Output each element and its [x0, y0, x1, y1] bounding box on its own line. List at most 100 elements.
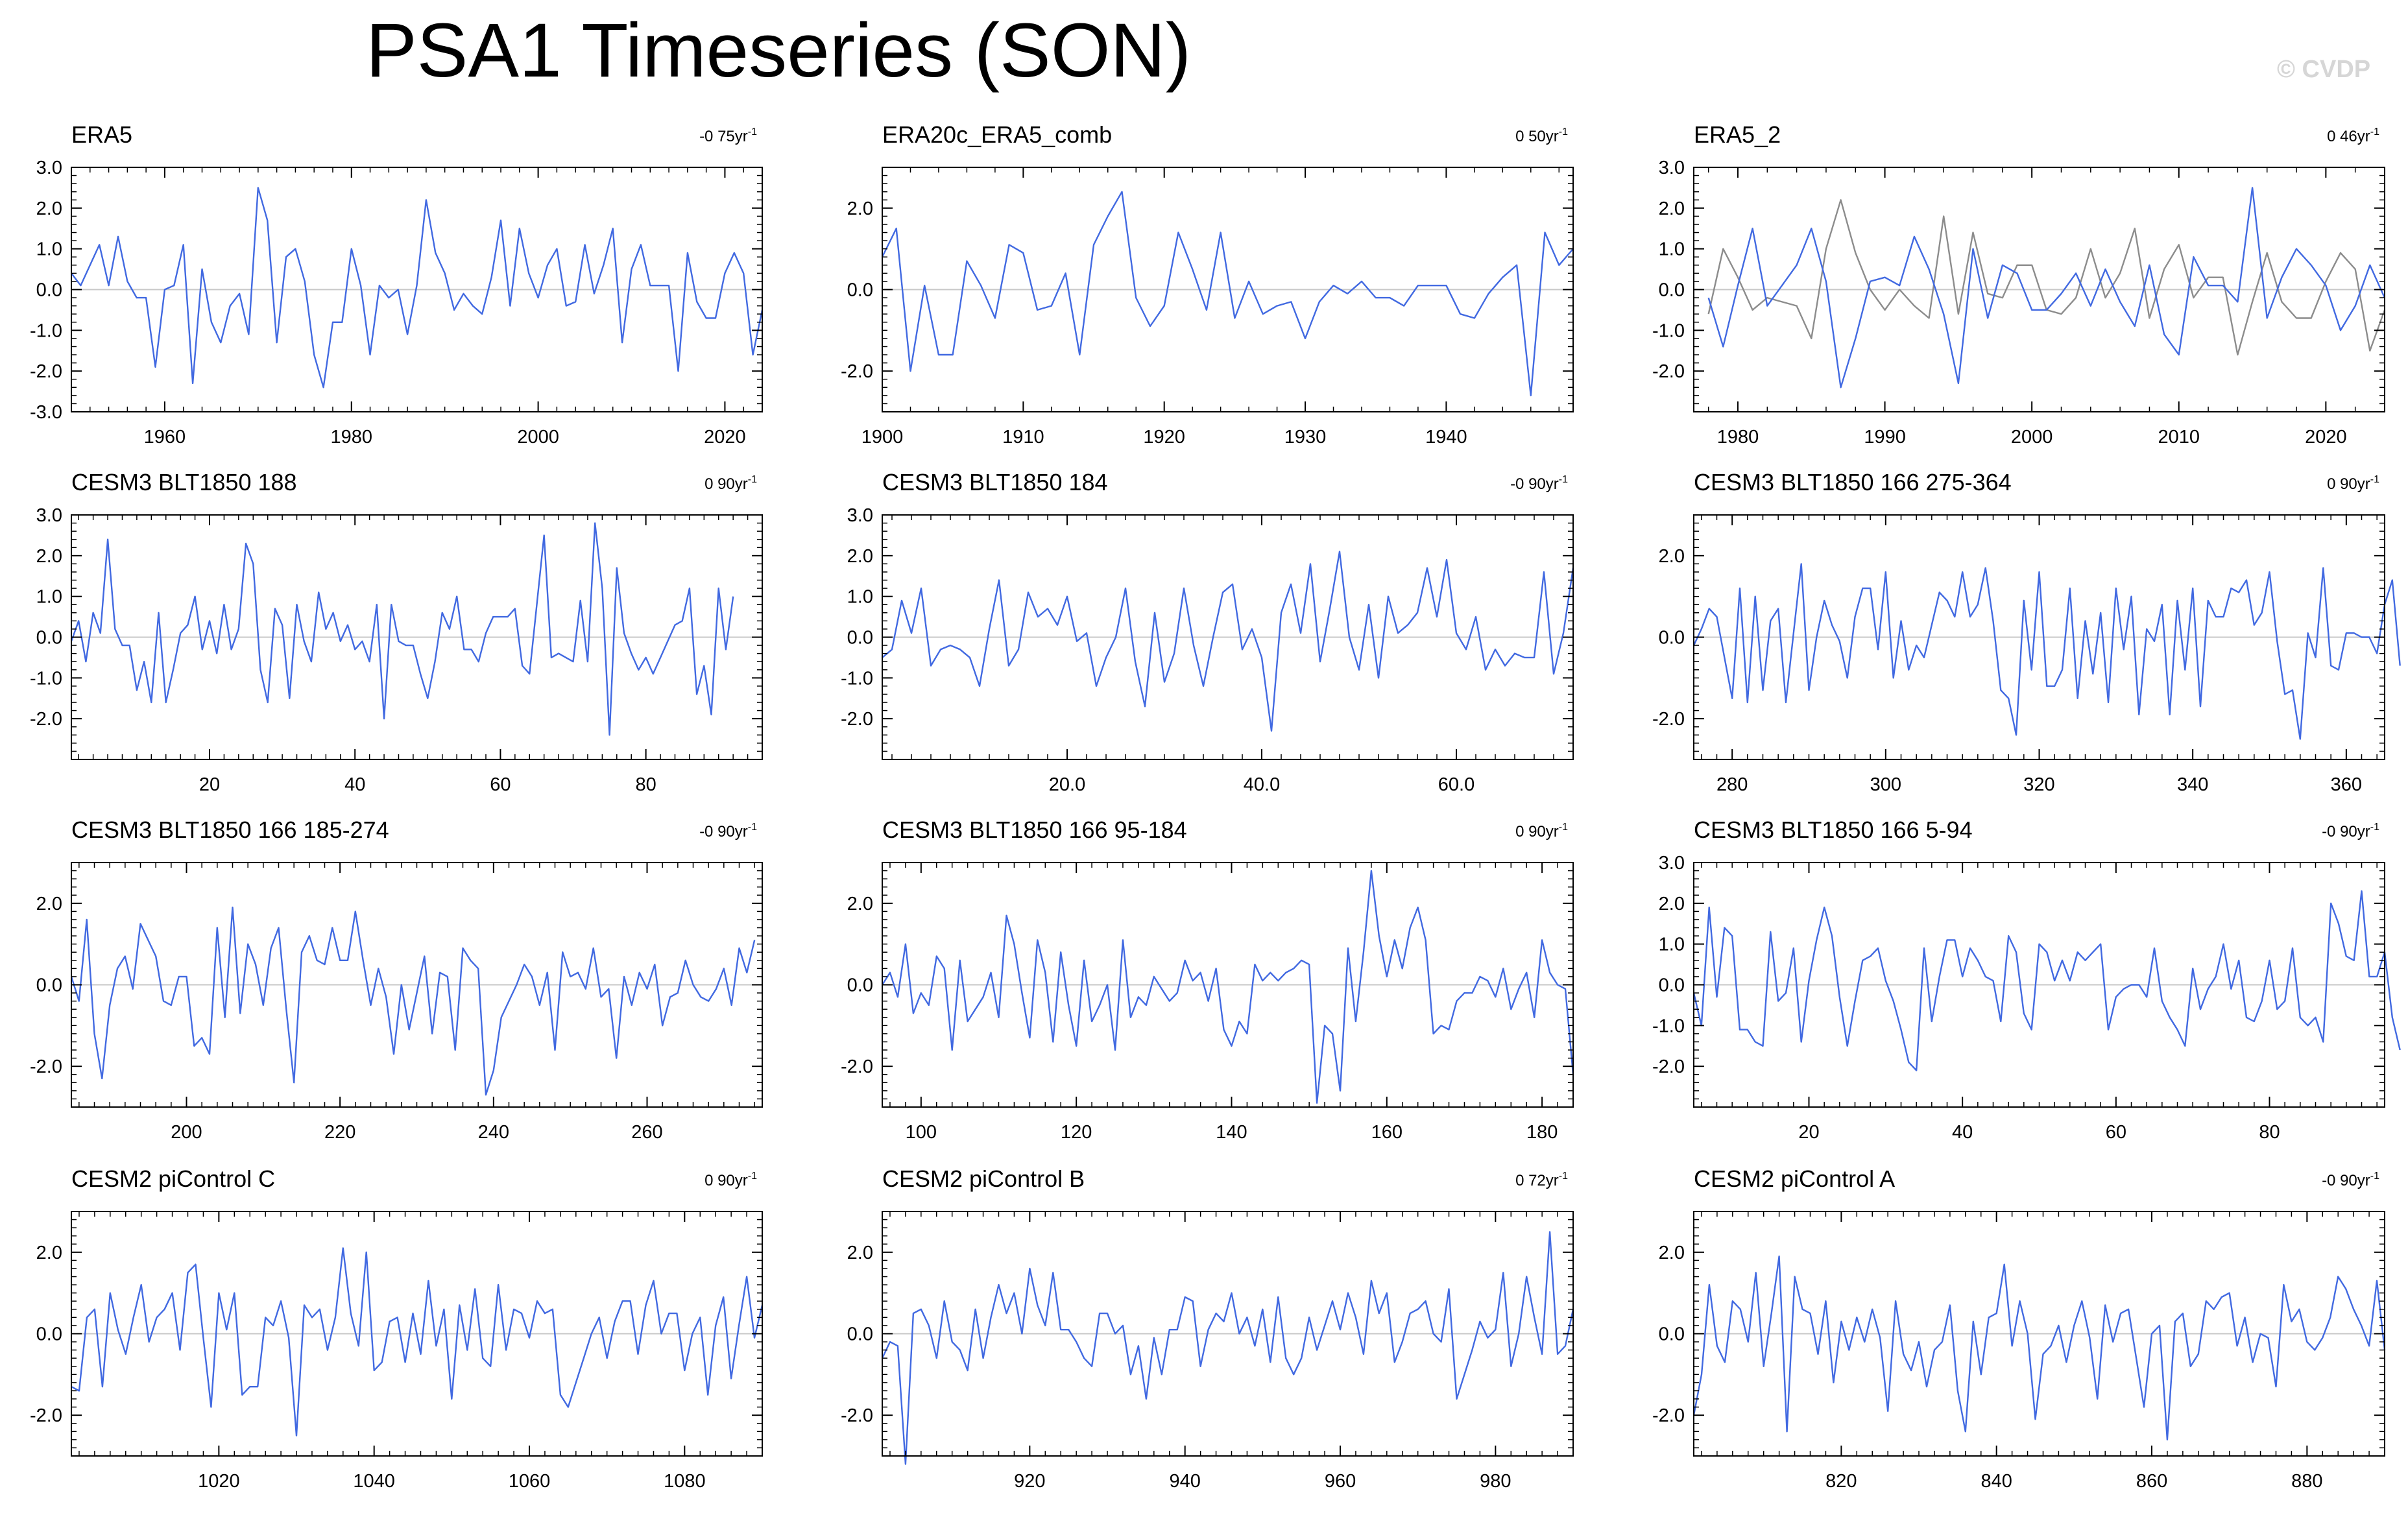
x-tick-label: 40: [344, 774, 365, 795]
y-tick-label: -2.0: [30, 1056, 62, 1077]
y-tick-label: -2.0: [841, 709, 873, 730]
y-tick-label: 0.0: [847, 628, 873, 649]
y-tick-label: 2.0: [1659, 894, 1685, 914]
chart-panel: CESM3 BLT1850 184 -0 90yr-1 -2.0 -1.0 0.0 1.0…: [841, 469, 1574, 795]
chart-panel: CESM3 BLT1850 166 275-364 0 90yr-1 -2.0 0.0…: [1652, 469, 2401, 795]
x-tick-label: 940: [1169, 1471, 1200, 1492]
trend-label: -0 90yr-1: [1510, 474, 1568, 493]
y-tick-label: -2.0: [841, 361, 873, 382]
chart-panel: CESM3 BLT1850 166 185-274 -0 90yr-1 -2.0 0.…: [30, 817, 763, 1143]
x-tick-label: 920: [1014, 1471, 1045, 1492]
x-tick-label: 120: [1061, 1122, 1092, 1143]
series-line: [71, 1247, 764, 1437]
y-tick-label: -2.0: [1652, 1405, 1685, 1426]
trend-unit-superscript: -1: [1559, 822, 1568, 833]
figure-title: PSA1 Timeseries (SON): [365, 8, 1192, 93]
series-line: [70, 906, 756, 1096]
trend-unit-superscript: -1: [1559, 474, 1568, 485]
y-tick-label: -1.0: [30, 668, 62, 689]
y-tick-label: 3.0: [1659, 158, 1685, 178]
y-tick-label: 3.0: [1659, 853, 1685, 874]
panel-title: CESM2 piControl B: [882, 1165, 1085, 1192]
y-tick-label: 0.0: [1659, 628, 1685, 649]
y-tick-label: 2.0: [847, 1243, 873, 1263]
y-tick-label: -1.0: [30, 320, 62, 341]
x-tick-label: 2020: [704, 427, 746, 447]
x-tick-label: 60.0: [1438, 774, 1475, 795]
series-line: [881, 870, 1574, 1104]
x-tick-label: 180: [1526, 1122, 1558, 1143]
x-tick-label: 300: [1870, 774, 1901, 795]
y-tick-label: 0.0: [847, 1324, 873, 1345]
x-tick-label: 260: [631, 1122, 662, 1143]
panel-title: CESM2 piControl C: [71, 1165, 275, 1192]
series-line: [71, 187, 764, 388]
series-line: [882, 551, 1574, 732]
trend-label: -0 90yr-1: [2322, 1171, 2379, 1189]
trend-unit-superscript: -1: [2370, 1171, 2379, 1182]
y-tick-label: 1.0: [36, 587, 62, 608]
y-tick-label: 2.0: [847, 198, 873, 219]
trend-label: 0 50yr-1: [1515, 126, 1568, 145]
x-tick-label: 1960: [144, 427, 186, 447]
y-tick-label: 0.0: [1659, 975, 1685, 996]
y-tick-label: -2.0: [841, 1405, 873, 1426]
y-tick-label: 1.0: [36, 239, 62, 260]
panel-title: CESM2 piControl A: [1694, 1165, 1895, 1192]
y-tick-label: 0.0: [1659, 1324, 1685, 1345]
x-tick-label: 1060: [509, 1471, 551, 1492]
trend-unit-superscript: -1: [1559, 126, 1568, 137]
trend-unit-superscript: -1: [1559, 1171, 1568, 1182]
trend-label: -0 90yr-1: [699, 822, 757, 840]
x-tick-label: 340: [2177, 774, 2208, 795]
y-tick-label: 1.0: [1659, 239, 1685, 260]
x-tick-label: 40: [1952, 1122, 1973, 1143]
y-tick-label: -1.0: [841, 668, 873, 689]
chart-panel: ERA5_2 0 46yr-1 -2.0 -1.0 0.0 1.0 2.0 3.0 1980 19…: [1652, 121, 2386, 447]
chart-panel: ERA5 -0 75yr-1 -3.0 -2.0 -1.0 0.0 1.0 2.0 3.0 196…: [30, 121, 764, 447]
panel-title: CESM3 BLT1850 166 275-364: [1694, 469, 2012, 495]
x-tick-label: 1990: [1864, 427, 1906, 447]
trend-label: 0 90yr-1: [2327, 474, 2379, 493]
trend-unit-superscript: -1: [748, 822, 757, 833]
y-tick-label: 3.0: [36, 158, 62, 178]
y-tick-label: 2.0: [36, 198, 62, 219]
x-tick-label: 100: [906, 1122, 937, 1143]
y-tick-label: 3.0: [36, 505, 62, 526]
chart-panel: ERA20c_ERA5_comb 0 50yr-1 -2.0 0.0 2.0 1900 19…: [841, 121, 1574, 447]
x-tick-label: 1900: [861, 427, 904, 447]
y-tick-label: 2.0: [36, 1243, 62, 1263]
x-tick-label: 320: [2023, 774, 2054, 795]
x-tick-label: 2000: [517, 427, 559, 447]
trend-unit-superscript: -1: [2370, 822, 2379, 833]
series-line: [881, 191, 1574, 397]
y-tick-label: 1.0: [1659, 935, 1685, 955]
y-tick-label: 0.0: [36, 1324, 62, 1345]
x-tick-label: 880: [2291, 1471, 2322, 1492]
y-tick-label: 0.0: [847, 280, 873, 301]
y-tick-label: -2.0: [841, 1056, 873, 1077]
trend-label: 0 72yr-1: [1515, 1171, 1568, 1189]
y-tick-label: 2.0: [36, 894, 62, 914]
x-tick-label: 980: [1480, 1471, 1511, 1492]
trend-label: -0 75yr-1: [699, 126, 757, 145]
x-tick-label: 20.0: [1049, 774, 1085, 795]
y-tick-label: 2.0: [847, 894, 873, 914]
y-tick-label: 0.0: [36, 628, 62, 649]
x-tick-label: 20: [1798, 1122, 1819, 1143]
x-tick-label: 1980: [1717, 427, 1759, 447]
y-tick-label: -2.0: [30, 361, 62, 382]
x-tick-label: 160: [1371, 1122, 1403, 1143]
trend-unit-superscript: -1: [748, 474, 757, 485]
y-tick-label: -2.0: [1652, 709, 1685, 730]
y-tick-label: 2.0: [1659, 1243, 1685, 1263]
panel-title: CESM3 BLT1850 184: [882, 469, 1108, 495]
x-tick-label: 80: [635, 774, 656, 795]
trend-label: 0 46yr-1: [2327, 126, 2379, 145]
chart-panel: CESM3 BLT1850 188 0 90yr-1 -2.0 -1.0 0.0 1.0 2…: [30, 469, 763, 795]
panel-title: CESM3 BLT1850 166 5-94: [1694, 817, 1973, 843]
y-tick-label: -2.0: [1652, 1056, 1685, 1077]
panel-title: ERA5_2: [1694, 121, 1781, 148]
y-tick-label: 0.0: [1659, 280, 1685, 301]
